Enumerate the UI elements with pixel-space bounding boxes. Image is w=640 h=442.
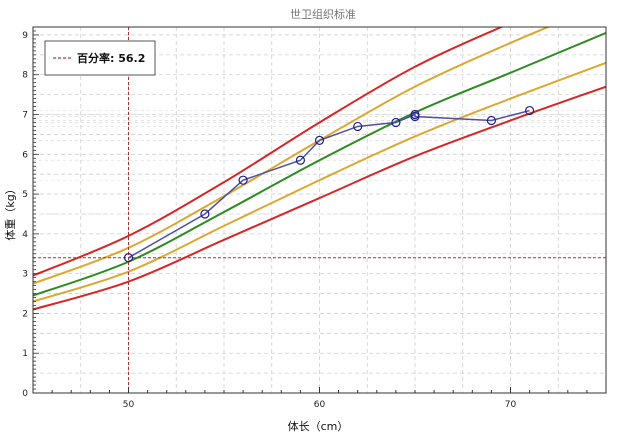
y-tick-label: 2: [22, 309, 28, 319]
series-line: [128, 109, 530, 259]
data-point: [524, 105, 535, 116]
y-tick-label: 6: [22, 150, 28, 160]
data-point: [410, 111, 420, 122]
y-tick-label: 5: [22, 190, 28, 200]
y-tick-label: 7: [22, 111, 28, 121]
legend: 百分率: 56.2: [44, 40, 156, 76]
chart-title: 世卫组织标准: [290, 7, 356, 21]
x-tick-label: 70: [505, 400, 517, 410]
data-point: [123, 253, 134, 263]
data-point: [314, 135, 325, 145]
x-tick-label: 60: [314, 400, 326, 410]
y-tick-label: 3: [22, 270, 28, 280]
x-axis-title: 体长（cm）: [288, 419, 349, 433]
legend-label: 百分率: 56.2: [77, 51, 145, 65]
data-point: [238, 175, 248, 185]
data-point: [200, 209, 210, 219]
data-point: [295, 155, 305, 165]
y-axis-title: 体重（kg）: [3, 183, 17, 240]
reference-curve: [33, 27, 504, 277]
y-tick-label: 4: [22, 230, 28, 240]
y-tick-label: 8: [22, 71, 28, 81]
reference-curve: [33, 61, 606, 303]
reference-curve: [33, 85, 606, 311]
y-tick-label: 1: [22, 349, 28, 359]
data-point: [391, 117, 401, 128]
y-tick-label: 0: [22, 389, 28, 399]
y-tick-label: 9: [22, 31, 28, 41]
data-point: [486, 115, 496, 126]
data-point: [353, 121, 363, 132]
x-tick-label: 50: [123, 400, 135, 410]
